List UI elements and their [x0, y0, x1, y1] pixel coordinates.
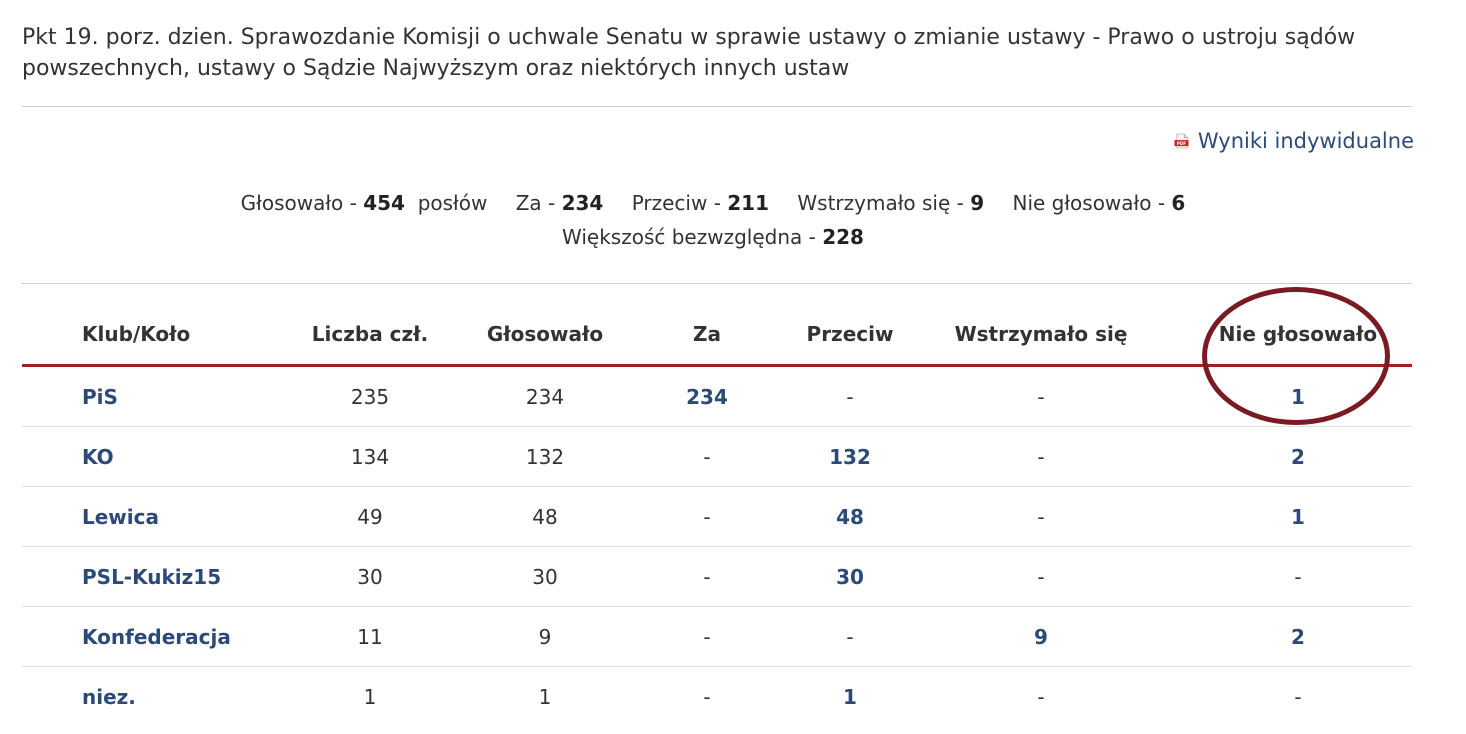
vote-summary-line: Głosowało - 454 posłów Za - 234 Przeciw …	[0, 186, 1426, 220]
column-header-for: Za	[612, 304, 802, 367]
column-header-members: Liczba czł.	[262, 304, 478, 367]
members-cell: 49	[262, 486, 478, 547]
members-cell: 1	[363, 684, 377, 709]
for-cell: -	[612, 606, 802, 667]
not-voted-label: Nie głosowało -	[1012, 191, 1166, 215]
against-link[interactable]: 1	[843, 684, 857, 709]
majority-line: Większość bezwzględna - 228	[0, 220, 1426, 254]
table-row: niez. 1 1 - 1 - -	[22, 667, 1412, 727]
for-link[interactable]: 234	[612, 365, 802, 427]
table-row: PiS 235 234 234 - - 1	[22, 365, 1412, 427]
svg-text:PDF: PDF	[1177, 141, 1187, 146]
column-header-club: Klub/Koło	[22, 304, 262, 367]
voted-cell: 9	[478, 606, 612, 667]
against-link[interactable]: 132	[802, 426, 898, 487]
voted-cell: 30	[478, 546, 612, 607]
not-voted-cell: -	[1184, 546, 1412, 607]
divider	[22, 283, 1412, 284]
club-link[interactable]: KO	[22, 426, 262, 487]
for-cell: -	[612, 486, 802, 547]
members-cell: 30	[262, 546, 478, 607]
abstained-cell: -	[898, 365, 1184, 427]
majority-value: 228	[822, 225, 864, 249]
members-cell: 134	[262, 426, 478, 487]
for-label: Za -	[515, 191, 556, 215]
against-label: Przeciw -	[631, 191, 721, 215]
abstained-cell: -	[898, 426, 1184, 487]
club-link[interactable]: PiS	[22, 365, 262, 427]
voted-cell: 234	[478, 365, 612, 427]
abstained-cell: -	[1037, 684, 1045, 709]
for-cell: -	[612, 546, 802, 607]
club-votes-table: Klub/Koło Liczba czł. Głosowało Za Przec…	[22, 304, 1412, 726]
column-header-against: Przeciw	[802, 304, 898, 367]
against-cell: -	[802, 606, 898, 667]
club-link[interactable]: Lewica	[22, 486, 262, 547]
table-row: Lewica 49 48 - 48 - 1	[22, 486, 1412, 547]
majority-label: Większość bezwzględna -	[562, 225, 816, 249]
voted-cell: 132	[478, 426, 612, 487]
against-link[interactable]: 30	[802, 546, 898, 607]
not-voted-value: 6	[1171, 191, 1186, 215]
individual-results-link[interactable]: PDF Wyniki indywidualne	[1174, 124, 1414, 158]
for-cell: -	[703, 684, 711, 709]
pdf-icon: PDF	[1174, 133, 1189, 149]
abstained-link[interactable]: 9	[898, 606, 1184, 667]
voted-cell: 48	[478, 486, 612, 547]
abstained-cell: -	[898, 486, 1184, 547]
against-cell: -	[802, 365, 898, 427]
individual-results-label: Wyniki indywidualne	[1197, 129, 1414, 153]
table-row: KO 134 132 - 132 - 2	[22, 426, 1412, 487]
column-header-voted: Głosowało	[478, 304, 612, 367]
voted-label: Głosowało -	[240, 191, 357, 215]
for-value: 234	[561, 191, 604, 215]
not-voted-link[interactable]: 2	[1184, 606, 1412, 667]
divider	[22, 106, 1412, 107]
not-voted-cell: -	[1294, 684, 1302, 709]
not-voted-link[interactable]: 1	[1184, 486, 1412, 547]
club-link[interactable]: niez.	[82, 684, 136, 709]
not-voted-link[interactable]: 2	[1184, 426, 1412, 487]
abstain-value: 9	[970, 191, 985, 215]
column-header-abstained: Wstrzymało się	[898, 304, 1184, 367]
club-link[interactable]: Konfederacja	[22, 606, 262, 667]
against-link[interactable]: 48	[802, 486, 898, 547]
voted-value: 454	[363, 191, 405, 215]
for-cell: -	[612, 426, 802, 487]
not-voted-link[interactable]: 1	[1184, 365, 1412, 427]
members-cell: 11	[262, 606, 478, 667]
table-row: PSL-Kukiz15 30 30 - 30 - -	[22, 546, 1412, 607]
page-title: Pkt 19. porz. dzien. Sprawozdanie Komisj…	[22, 25, 1356, 81]
members-cell: 235	[262, 365, 478, 427]
column-header-not-voted: Nie głosowało	[1184, 304, 1412, 367]
voted-unit: posłów	[417, 191, 488, 215]
table-row: Konfederacja 11 9 - - 9 2	[22, 606, 1412, 667]
table-header-row: Klub/Koło Liczba czł. Głosowało Za Przec…	[22, 304, 1412, 367]
abstained-cell: -	[898, 546, 1184, 607]
vote-summary: Głosowało - 454 posłów Za - 234 Przeciw …	[0, 186, 1426, 254]
against-value: 211	[727, 191, 770, 215]
voted-cell: 1	[538, 684, 552, 709]
club-link[interactable]: PSL-Kukiz15	[22, 546, 262, 607]
abstain-label: Wstrzymało się -	[797, 191, 964, 215]
